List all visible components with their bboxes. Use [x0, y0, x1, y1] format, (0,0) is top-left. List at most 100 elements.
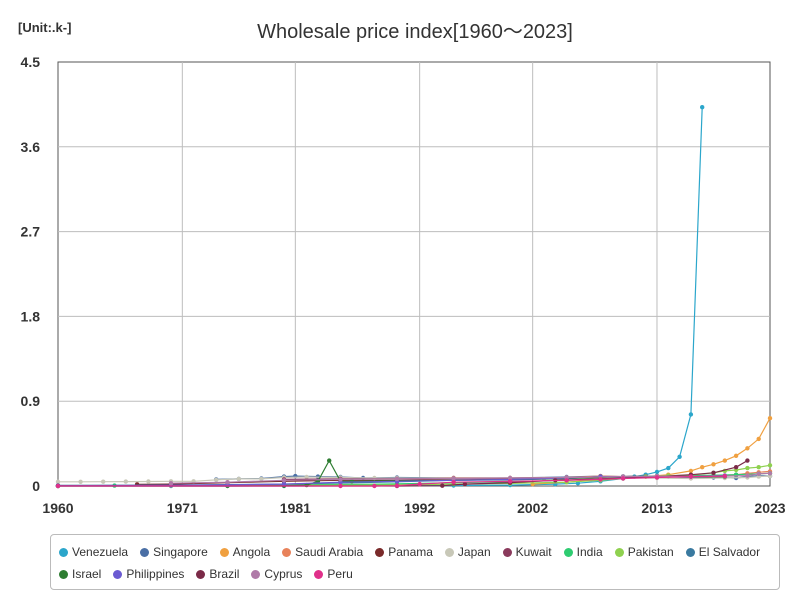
data-point-angola — [722, 458, 727, 463]
legend-label: Israel — [72, 567, 102, 581]
data-point-angola — [688, 468, 694, 474]
data-point-cyprus — [394, 476, 400, 482]
legend-item-israel: Israel — [59, 567, 101, 581]
data-point-peru — [722, 473, 727, 479]
legend-label: India — [576, 545, 603, 559]
data-point-pakistan — [756, 465, 761, 470]
data-point-peru — [394, 483, 400, 488]
legend-label: Philippines — [126, 567, 185, 581]
data-point-pakistan — [767, 463, 773, 468]
legend-row: Venezuela Singapore Angola Saudi Arabia Pana… — [59, 543, 772, 561]
data-point-brazil — [440, 483, 445, 488]
legend-label: El Salvador — [698, 545, 761, 559]
y-tick-label: 2.7 — [21, 224, 41, 240]
legend-swatch — [113, 569, 123, 579]
legend-swatch — [502, 547, 512, 557]
legend-item-angola: Angola — [219, 545, 271, 559]
unit-label: [Unit:.k-] — [18, 20, 72, 35]
legend-item-pakistan: Pakistan — [614, 545, 674, 559]
data-point-venezuela — [688, 412, 694, 417]
legend-item-peru: Peru — [314, 567, 353, 581]
data-point-cyprus — [756, 471, 761, 476]
data-point-cyprus — [745, 473, 750, 478]
legend-item-japan: Japan — [444, 545, 491, 559]
legend-item-saudi-arabia: Saudi Arabia — [282, 545, 363, 559]
data-point-japan — [236, 476, 241, 482]
data-point-pakistan — [745, 465, 750, 471]
data-point-cyprus — [281, 478, 287, 483]
data-point-japan — [214, 477, 219, 483]
data-point-japan — [101, 479, 106, 484]
legend-label: Angola — [232, 545, 271, 559]
legend-swatch — [59, 569, 68, 579]
legend-label: Cyprus — [264, 567, 303, 581]
data-point-cyprus — [225, 480, 230, 485]
legend-label: Venezuela — [72, 545, 129, 559]
legend-swatch — [196, 569, 206, 579]
x-tick-label: 1971 — [167, 500, 198, 516]
legend-item-kuwait: Kuwait — [502, 545, 552, 559]
data-point-japan — [123, 479, 128, 484]
legend-label: Brazil — [209, 567, 240, 581]
legend-swatch — [59, 547, 68, 557]
legend-item-el-salvador: El Salvador — [685, 545, 761, 559]
legend-item-panama: Panama — [375, 545, 433, 559]
data-point-peru — [688, 474, 694, 479]
x-tick-label: 1981 — [280, 500, 311, 516]
legend-label: Pakistan — [627, 545, 674, 559]
data-point-angola — [700, 465, 705, 470]
data-point-japan — [304, 474, 309, 480]
data-point-philippines — [281, 481, 287, 487]
x-tick-label: 1960 — [42, 500, 73, 516]
legend-label: Saudi Arabia — [295, 545, 364, 559]
plot-frame — [57, 61, 771, 487]
legend: Venezuela Singapore Angola Saudi Arabia Pana… — [50, 534, 780, 590]
plot-area: 0 0.9 1.8 2.7 3.6 4.5 1960 1971 1981 1992 2002 2013… — [21, 54, 786, 516]
data-point-brazil — [745, 458, 750, 463]
legend-item-venezuela: Venezuela — [59, 545, 128, 559]
x-tick-label: 2013 — [641, 500, 672, 516]
data-point-japan — [78, 479, 83, 484]
legend-item-philippines: Philippines — [113, 567, 184, 581]
legend-item-brazil: Brazil — [196, 567, 239, 581]
legend-swatch — [282, 547, 292, 557]
data-point-peru — [564, 478, 569, 483]
legend-swatch — [614, 547, 624, 557]
data-point-peru — [654, 475, 660, 480]
data-point-cyprus — [451, 476, 456, 481]
legend-swatch — [685, 547, 695, 557]
legend-swatch — [314, 569, 324, 579]
data-point-peru — [372, 483, 377, 489]
legend-swatch — [251, 569, 261, 579]
legend-swatch — [140, 547, 150, 557]
y-tick-label: 3.6 — [21, 139, 41, 155]
y-tick-label: 1.8 — [21, 308, 41, 324]
data-point-peru — [598, 477, 603, 482]
legend-swatch — [563, 547, 573, 557]
y-tick-label: 4.5 — [21, 54, 41, 70]
legend-item-cyprus: Cyprus — [251, 567, 302, 581]
legend-swatch — [375, 547, 385, 557]
data-point-venezuela — [677, 454, 682, 459]
x-tick-label: 2023 — [754, 500, 785, 516]
data-point-cyprus — [168, 481, 174, 486]
legend-item-singapore: Singapore — [140, 545, 208, 559]
legend-label: Japan — [457, 545, 491, 559]
data-point-japan — [259, 476, 264, 482]
data-point-angola — [711, 462, 716, 467]
y-tick-label: 0.9 — [21, 393, 41, 409]
data-point-brazil — [462, 481, 468, 487]
data-point-israel — [327, 458, 332, 463]
data-point-venezuela — [654, 469, 660, 475]
legend-label: Panama — [388, 545, 433, 559]
chart-title: Wholesale price index[1960～2023] — [257, 21, 573, 43]
data-point-peru — [620, 476, 626, 481]
data-point-brazil — [733, 465, 739, 470]
data-point-angola — [756, 436, 761, 442]
data-point-angola — [767, 416, 773, 421]
data-point-japan — [146, 479, 151, 484]
data-point-peru — [55, 483, 61, 489]
data-point-peru — [417, 481, 422, 487]
legend-item-india: India — [563, 545, 603, 559]
x-tick-label: 2002 — [517, 500, 548, 516]
